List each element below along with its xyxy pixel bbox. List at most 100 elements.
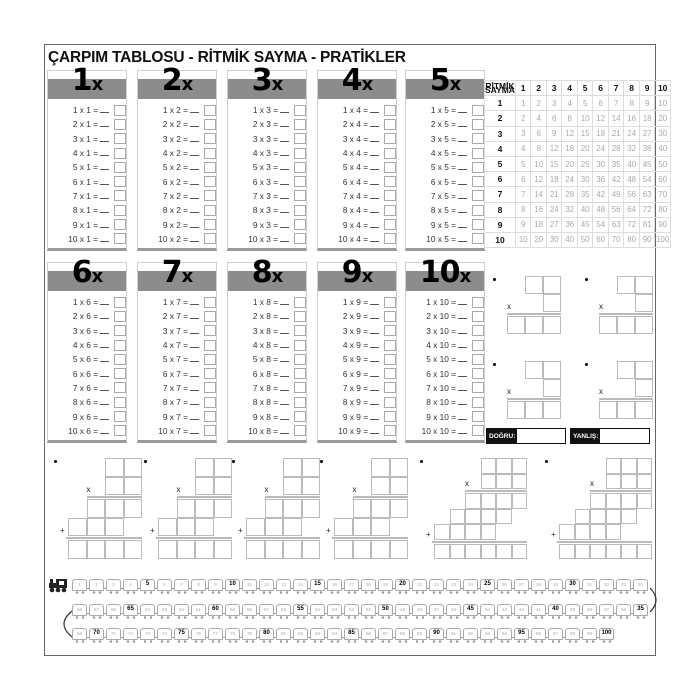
answer-line[interactable] [100,414,109,420]
answer-box[interactable] [114,233,126,245]
answer-line[interactable] [190,356,199,363]
answer-line[interactable] [280,428,289,434]
answer-box[interactable] [114,133,126,145]
digit-box[interactable] [105,517,124,536]
answer-box[interactable] [472,425,484,437]
digit-box[interactable] [496,508,512,524]
answer-box[interactable] [472,133,484,145]
digit-box[interactable] [86,517,105,536]
answer-box[interactable] [472,325,484,337]
answer-line[interactable] [100,193,109,199]
answer-line[interactable] [370,342,379,349]
digit-box[interactable] [511,473,527,489]
digit-box[interactable] [590,508,606,524]
answer-box[interactable] [472,219,484,231]
digit-box[interactable] [507,316,525,334]
answer-line[interactable] [370,136,379,142]
answer-line[interactable] [280,136,289,142]
digit-box[interactable] [605,508,621,524]
answer-line[interactable] [100,299,109,306]
answer-box[interactable] [114,339,126,351]
digit-box[interactable] [543,316,561,334]
answer-box[interactable] [114,176,126,188]
answer-box[interactable] [294,325,306,337]
answer-box[interactable] [114,425,126,437]
digit-box[interactable] [511,543,527,559]
answer-line[interactable] [190,236,199,242]
digit-box[interactable] [590,493,606,509]
answer-line[interactable] [100,313,109,320]
digit-box[interactable] [543,276,561,294]
answer-box[interactable] [384,233,396,245]
answer-line[interactable] [280,399,289,406]
digit-box[interactable] [574,543,590,559]
answer-box[interactable] [294,104,306,116]
answer-box[interactable] [204,425,216,437]
answer-line[interactable] [100,150,109,157]
wrong-field[interactable] [600,429,649,443]
digit-box[interactable] [635,316,653,334]
answer-box[interactable] [114,118,126,130]
answer-box[interactable] [384,204,396,216]
digit-box[interactable] [574,508,590,524]
digit-box[interactable] [621,508,637,524]
answer-line[interactable] [190,121,199,128]
digit-box[interactable] [543,401,561,419]
digit-box[interactable] [599,401,617,419]
digit-box[interactable] [480,508,496,524]
answer-box[interactable] [114,396,126,408]
answer-line[interactable] [370,207,379,214]
answer-line[interactable] [458,179,467,185]
digit-box[interactable] [636,493,652,509]
answer-line[interactable] [100,164,109,171]
answer-line[interactable] [190,371,199,377]
answer-line[interactable] [100,328,109,334]
digit-box[interactable] [636,458,652,474]
answer-line[interactable] [370,150,379,157]
answer-box[interactable] [384,219,396,231]
answer-line[interactable] [190,164,199,171]
digit-box[interactable] [543,361,561,379]
digit-box[interactable] [334,540,353,559]
answer-line[interactable] [280,121,289,128]
answer-box[interactable] [204,353,216,365]
answer-box[interactable] [294,425,306,437]
answer-box[interactable] [114,368,126,380]
digit-box[interactable] [213,458,232,477]
answer-line[interactable] [280,207,289,214]
answer-line[interactable] [190,385,199,391]
answer-line[interactable] [280,299,289,306]
answer-line[interactable] [190,136,199,142]
answer-box[interactable] [114,310,126,322]
digit-box[interactable] [449,524,465,540]
digit-box[interactable] [496,493,512,509]
answer-box[interactable] [294,353,306,365]
answer-box[interactable] [384,176,396,188]
digit-box[interactable] [465,493,481,509]
answer-line[interactable] [458,164,467,171]
digit-box[interactable] [465,543,481,559]
answer-line[interactable] [458,342,467,349]
answer-box[interactable] [114,296,126,308]
digit-box[interactable] [621,458,637,474]
answer-box[interactable] [114,204,126,216]
digit-box[interactable] [574,524,590,540]
answer-line[interactable] [280,222,289,228]
digit-box[interactable] [496,543,512,559]
digit-box[interactable] [599,316,617,334]
answer-box[interactable] [204,368,216,380]
answer-line[interactable] [370,164,379,171]
answer-line[interactable] [100,222,109,228]
answer-box[interactable] [384,396,396,408]
digit-box[interactable] [195,517,214,536]
answer-line[interactable] [190,313,199,320]
digit-box[interactable] [525,276,543,294]
answer-line[interactable] [370,414,379,420]
digit-box[interactable] [389,499,408,518]
digit-box[interactable] [635,294,653,312]
answer-line[interactable] [370,328,379,334]
digit-box[interactable] [213,540,232,559]
answer-box[interactable] [294,204,306,216]
digit-box[interactable] [264,517,283,536]
answer-line[interactable] [100,107,109,114]
